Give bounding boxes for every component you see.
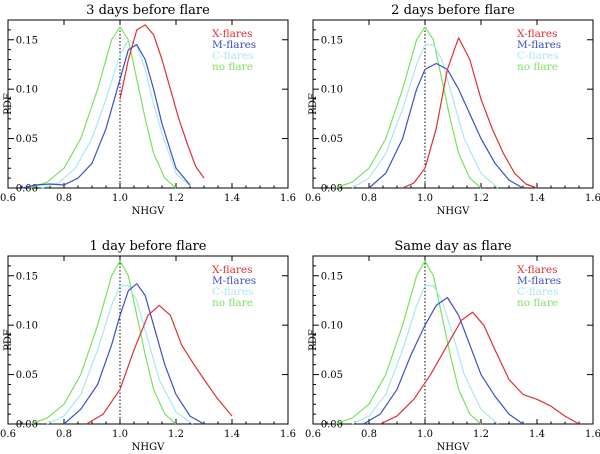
legend-x-flares: X-flares xyxy=(517,28,558,40)
series-line-x-flares xyxy=(119,24,205,179)
panel-title: 1 day before flare xyxy=(90,239,207,254)
y-tick-label: 0.00 xyxy=(321,420,343,431)
legend-no-flare: no flare xyxy=(517,297,558,309)
legend-x-flares: X-flares xyxy=(517,264,558,276)
x-tick-label: 1.4 xyxy=(224,193,240,204)
series-line-m-flares xyxy=(21,44,191,189)
y-tick-label: 0.10 xyxy=(16,321,38,332)
series-line-x-flares xyxy=(402,37,538,189)
x-tick-label: 1.4 xyxy=(529,429,545,440)
y-tick-label: 0.00 xyxy=(16,184,38,195)
y-axis-title: PDF xyxy=(3,329,14,351)
x-tick-label: 1.6 xyxy=(280,193,296,204)
x-tick-label: 0.6 xyxy=(305,429,321,440)
x-axis-title: NHGV xyxy=(437,442,470,453)
series-line-no-flare xyxy=(335,260,482,425)
x-tick-label: 1.4 xyxy=(224,429,240,440)
y-tick-label: 0.15 xyxy=(321,35,343,46)
y-tick-label: 0.00 xyxy=(16,420,38,431)
panel-title: 2 days before flare xyxy=(391,3,515,18)
legend-m-flares: M-flares xyxy=(212,39,256,51)
legend-c-flares: C-flares xyxy=(212,50,253,62)
chart-panel-1: 0.6 0.8 1.0 1.2 1.4 1.6 0.00 0.05 0.10 0.15 3 days… xyxy=(0,3,296,217)
y-tick-label: 0.10 xyxy=(16,85,38,96)
x-tick-label: 1.2 xyxy=(473,429,489,440)
y-tick-label: 0.05 xyxy=(321,134,343,145)
legend-c-flares: C-flares xyxy=(517,286,558,298)
x-tick-label: 0.8 xyxy=(56,429,72,440)
chart-panel-4: 0.6 0.8 1.0 1.2 1.4 1.6 0.00 0.05 0.10 0.15 Same d… xyxy=(305,239,600,453)
x-tick-label: 1.6 xyxy=(585,429,600,440)
x-tick-label: 1.6 xyxy=(280,429,296,440)
series-line-c-flares xyxy=(351,44,499,189)
y-axis-title: PDF xyxy=(3,93,14,115)
series-line-no-flare xyxy=(335,26,482,189)
x-tick-label: 1.0 xyxy=(417,429,433,440)
legend-c-flares: C-flares xyxy=(517,50,558,62)
panel-title: 3 days before flare xyxy=(86,3,210,18)
x-tick-label: 0.8 xyxy=(56,193,72,204)
x-tick-label: 1.2 xyxy=(168,429,184,440)
series-line-c-flares xyxy=(46,285,194,425)
y-tick-label: 0.15 xyxy=(321,271,343,282)
y-tick-label: 0.05 xyxy=(16,134,38,145)
series-line-x-flares xyxy=(86,304,233,425)
y-tick-label: 0.15 xyxy=(16,271,38,282)
x-tick-label: 1.0 xyxy=(112,429,128,440)
chart-panel-2: 0.6 0.8 1.0 1.2 1.4 1.6 0.00 0.05 0.10 0.15 2 days… xyxy=(305,3,600,217)
x-tick-label: 1.0 xyxy=(112,193,128,204)
y-tick-label: 0.10 xyxy=(321,85,343,96)
x-axis-title: NHGV xyxy=(132,442,165,453)
series-line-no-flare xyxy=(30,260,177,425)
chart-panel-3: 0.6 0.8 1.0 1.2 1.4 1.6 0.00 0.05 0.10 0.15 1 day … xyxy=(0,239,296,453)
legend-x-flares: X-flares xyxy=(212,264,253,276)
series-line-m-flares xyxy=(368,62,524,189)
series-line-m-flares xyxy=(63,283,205,425)
x-axis-title: NHGV xyxy=(132,206,165,217)
x-axis-title: NHGV xyxy=(437,206,470,217)
legend-c-flares: C-flares xyxy=(212,286,253,298)
legend-m-flares: M-flares xyxy=(517,275,561,287)
legend-no-flare: no flare xyxy=(212,61,253,73)
panel-title: Same day as flare xyxy=(394,239,512,254)
series-line-x-flares xyxy=(379,311,580,425)
series-line-c-flares xyxy=(351,285,499,425)
x-tick-label: 0.8 xyxy=(361,429,377,440)
x-tick-label: 1.4 xyxy=(529,193,545,204)
x-tick-label: 1.6 xyxy=(585,193,600,204)
legend-no-flare: no flare xyxy=(517,61,558,73)
x-tick-label: 0.6 xyxy=(0,193,16,204)
legend-m-flares: M-flares xyxy=(517,39,561,51)
y-tick-label: 0.15 xyxy=(16,35,38,46)
x-tick-label: 0.8 xyxy=(361,193,377,204)
y-axis-title: PDF xyxy=(308,329,319,351)
series-line-c-flares xyxy=(41,39,191,189)
y-axis-title: PDF xyxy=(308,93,319,115)
legend-x-flares: X-flares xyxy=(212,28,253,40)
x-tick-label: 0.6 xyxy=(305,193,321,204)
y-tick-label: 0.05 xyxy=(16,370,38,381)
series-line-no-flare xyxy=(30,26,177,189)
y-tick-label: 0.10 xyxy=(321,321,343,332)
legend-no-flare: no flare xyxy=(212,297,253,309)
x-tick-label: 1.2 xyxy=(168,193,184,204)
x-tick-label: 0.6 xyxy=(0,429,16,440)
x-tick-label: 1.0 xyxy=(417,193,433,204)
x-tick-label: 1.2 xyxy=(473,193,489,204)
y-tick-label: 0.05 xyxy=(321,370,343,381)
series-line-m-flares xyxy=(363,296,524,425)
y-tick-label: 0.00 xyxy=(321,184,343,195)
legend-m-flares: M-flares xyxy=(212,275,256,287)
